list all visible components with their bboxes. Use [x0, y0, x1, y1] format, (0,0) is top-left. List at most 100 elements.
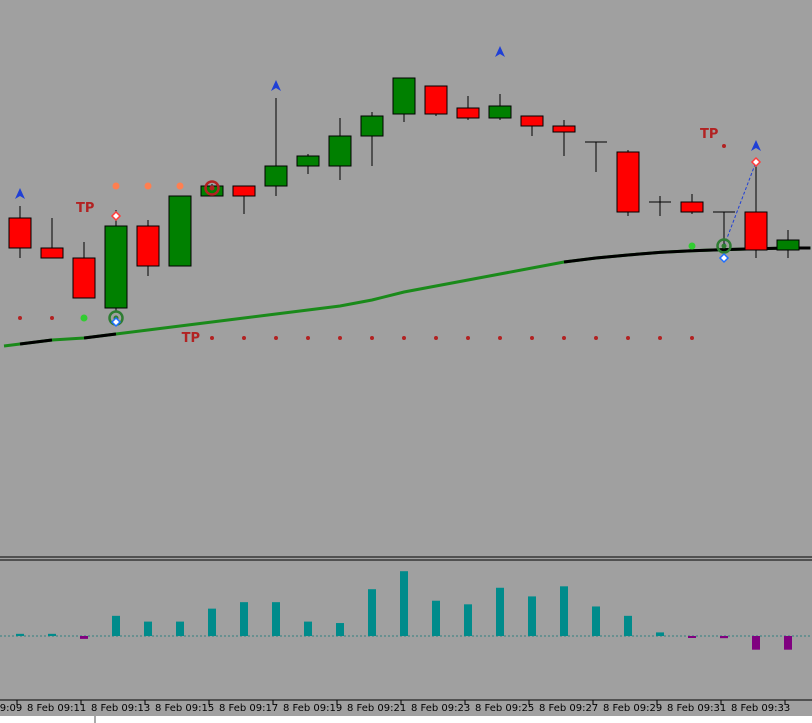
ring-marker-core — [721, 243, 727, 249]
histogram-bar — [176, 621, 184, 636]
candle[interactable] — [713, 211, 735, 258]
histogram-bar — [592, 606, 600, 636]
ring-marker — [716, 238, 732, 254]
candle-body — [488, 105, 512, 119]
buy-diamond-icon — [718, 252, 730, 264]
candle[interactable] — [649, 196, 671, 216]
signal-dot-red — [498, 336, 502, 340]
candle-body — [296, 155, 320, 167]
candle[interactable] — [585, 141, 607, 172]
time-tick-label: 8 Feb 09:09 — [0, 703, 22, 714]
up-arrow-icon — [751, 140, 761, 151]
signal-dot-green — [80, 314, 88, 322]
signal-dot-red — [722, 144, 726, 148]
signal-dot-red — [658, 336, 662, 340]
signal-dot-red — [434, 336, 438, 340]
histogram-bar — [80, 636, 88, 639]
signal-dot-red — [370, 336, 374, 340]
histogram-bar — [48, 633, 56, 636]
signal-dot-red — [274, 336, 278, 340]
up-arrow-icon — [15, 188, 25, 199]
signal-dot-orange — [112, 182, 120, 190]
time-tick-label: 8 Feb 09:21 — [347, 703, 406, 714]
candle[interactable] — [168, 195, 192, 267]
tp-label: TP — [182, 331, 200, 346]
histogram-bar — [464, 604, 472, 636]
candle-body — [40, 247, 64, 259]
signal-dot-red — [306, 336, 310, 340]
candle[interactable] — [744, 160, 768, 258]
candle-body — [680, 201, 704, 213]
candle[interactable] — [328, 118, 352, 180]
time-tick-label: 8 Feb 09:11 — [27, 703, 86, 714]
signal-dot-red — [562, 336, 566, 340]
up-arrow-icon — [495, 46, 505, 57]
candle[interactable] — [72, 242, 96, 299]
candle[interactable] — [40, 218, 64, 259]
histogram-bar — [144, 621, 152, 636]
histogram-bar — [400, 571, 408, 636]
up-arrow-icon — [271, 80, 281, 91]
candle-body — [392, 77, 416, 115]
signal-dot-red — [50, 316, 54, 320]
histogram-bar — [784, 636, 792, 650]
signal-dot-red — [242, 336, 246, 340]
histogram-bar — [560, 586, 568, 636]
buy-diamond-icon — [110, 316, 122, 328]
candle[interactable] — [552, 120, 576, 156]
moving-average-flat-segment — [19, 338, 53, 346]
candle[interactable] — [360, 112, 384, 166]
candle[interactable] — [680, 194, 704, 214]
histogram-bar — [496, 587, 504, 636]
histogram-bar — [336, 623, 344, 636]
time-tick-label: 8 Feb 09:29 — [603, 703, 662, 714]
candle[interactable] — [456, 96, 480, 120]
signal-dot-red — [594, 336, 598, 340]
candle-body — [424, 85, 448, 115]
tp-label: TP — [76, 201, 94, 216]
candle[interactable] — [232, 185, 256, 214]
histogram-bar — [304, 621, 312, 636]
candle[interactable] — [264, 98, 288, 196]
candle[interactable] — [296, 154, 320, 174]
histogram-bar — [688, 636, 696, 638]
candle[interactable] — [136, 220, 160, 276]
candle-body — [776, 239, 800, 251]
candle[interactable] — [104, 210, 128, 312]
main-price-pane: TP TP TP — [3, 46, 811, 348]
tp-label: TP — [700, 127, 718, 142]
candle[interactable] — [392, 77, 416, 122]
candle[interactable] — [488, 94, 512, 120]
candle-body — [104, 225, 128, 309]
ring-marker-outer — [716, 238, 732, 254]
histogram-bar — [528, 596, 536, 636]
histogram-bar — [752, 636, 760, 650]
time-tick-label: 8 Feb 09:27 — [539, 703, 598, 714]
candle[interactable] — [520, 115, 544, 136]
histogram-bar — [112, 615, 120, 636]
candle[interactable] — [424, 85, 448, 116]
signal-dot-red — [338, 336, 342, 340]
bottom-scrollbar[interactable] — [0, 716, 812, 723]
candle-body — [72, 257, 96, 299]
candle-body — [136, 225, 160, 267]
histogram-pane — [0, 571, 812, 650]
candle-body — [360, 115, 384, 137]
time-tick-label: 8 Feb 09:25 — [475, 703, 534, 714]
candle[interactable] — [8, 206, 32, 258]
signal-dot-red — [466, 336, 470, 340]
moving-average-flat-segment — [83, 332, 117, 340]
signal-dot-green — [688, 242, 696, 250]
candle-body — [520, 115, 544, 127]
time-tick-label: 8 Feb 09:23 — [411, 703, 470, 714]
candle-body — [328, 135, 352, 167]
histogram-bar — [720, 636, 728, 639]
candle-body — [232, 185, 256, 197]
time-tick-label: 8 Feb 09:13 — [91, 703, 150, 714]
histogram-bar — [16, 633, 24, 636]
candle[interactable] — [776, 230, 800, 258]
candle[interactable] — [616, 150, 640, 216]
ring-marker-outer — [204, 180, 220, 196]
time-tick-label: 8 Feb 09:19 — [283, 703, 342, 714]
